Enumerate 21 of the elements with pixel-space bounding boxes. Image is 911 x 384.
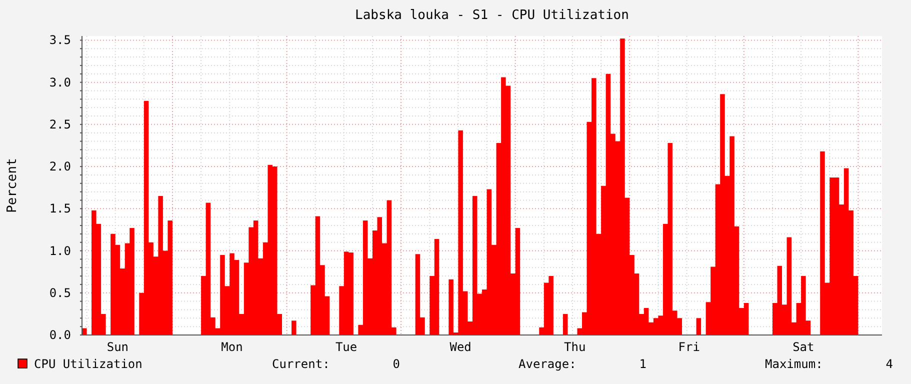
x-tick-label: Fri bbox=[678, 340, 700, 354]
text: Current: 0 bbox=[272, 357, 400, 371]
y-tick-label: 1.0 bbox=[49, 244, 71, 258]
text: Maximum: 4 bbox=[765, 357, 893, 371]
x-tick-label: Thu bbox=[564, 340, 586, 354]
text: Average: 1 bbox=[518, 357, 646, 371]
y-tick-label: 2.5 bbox=[49, 117, 71, 132]
y-tick-label: 2.0 bbox=[49, 160, 71, 174]
legend-label: CPU Utilization bbox=[34, 357, 142, 371]
y-tick-label: 3.5 bbox=[49, 33, 71, 48]
chart-title: Labska louka - S1 - CPU Utilization bbox=[355, 8, 629, 23]
x-tick-label: Tue bbox=[335, 340, 358, 354]
y-tick-label: 0.0 bbox=[49, 328, 71, 342]
x-tick-label: Mon bbox=[221, 340, 243, 354]
x-tick-label: Sun bbox=[106, 340, 129, 354]
x-tick-label: Sat bbox=[792, 340, 814, 354]
y-tick-label: 0.5 bbox=[49, 286, 71, 300]
y-tick-label: 3.0 bbox=[49, 75, 71, 90]
x-tick-label: Wed bbox=[450, 340, 472, 354]
y-tick-label: 1.5 bbox=[49, 202, 71, 216]
y-axis-title: Percent bbox=[5, 158, 20, 213]
